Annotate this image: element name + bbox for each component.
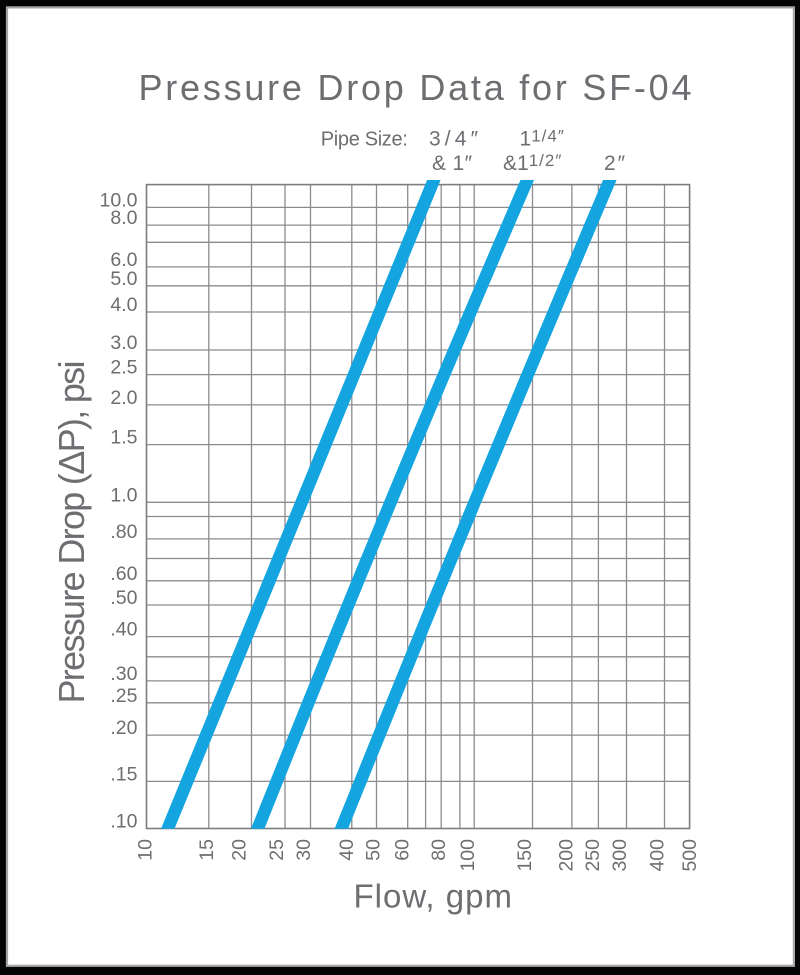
svg-text:3/4″: 3/4″: [429, 128, 479, 151]
svg-text:1.0: 1.0: [110, 484, 137, 506]
svg-text:Pressure Drop Data for SF-04: Pressure Drop Data for SF-04: [139, 67, 692, 108]
svg-text:20: 20: [229, 839, 251, 861]
svg-text:200: 200: [556, 839, 578, 872]
svg-text:400: 400: [646, 839, 668, 872]
svg-text:15: 15: [196, 839, 218, 861]
svg-text:.10: .10: [110, 811, 137, 833]
svg-text:& 1″: & 1″: [432, 152, 473, 175]
svg-text:.40: .40: [110, 619, 137, 641]
svg-text:2.0: 2.0: [110, 387, 137, 409]
svg-text:.80: .80: [110, 521, 137, 543]
svg-text:2.5: 2.5: [110, 357, 137, 379]
svg-text:80: 80: [428, 839, 450, 861]
svg-text:8.0: 8.0: [110, 207, 137, 229]
svg-text:500: 500: [679, 839, 701, 872]
svg-text:250: 250: [582, 839, 604, 872]
svg-text:10: 10: [135, 839, 157, 861]
svg-text:.15: .15: [110, 763, 137, 785]
svg-text:30: 30: [293, 839, 315, 861]
svg-text:40: 40: [336, 839, 358, 861]
svg-text:4.0: 4.0: [110, 294, 137, 316]
svg-text:3.0: 3.0: [110, 332, 137, 354]
svg-text:Pressure Drop (ΔP), psi: Pressure Drop (ΔP), psi: [51, 361, 92, 704]
svg-text:.20: .20: [110, 717, 137, 739]
svg-text:Pipe Size:: Pipe Size:: [321, 129, 408, 151]
svg-text:50: 50: [362, 839, 384, 861]
svg-text:150: 150: [514, 839, 536, 872]
svg-text:.50: .50: [110, 587, 137, 609]
svg-text:1.5: 1.5: [110, 427, 137, 449]
svg-text:.30: .30: [110, 663, 137, 685]
svg-text:.60: .60: [110, 563, 137, 585]
svg-text:Flow, gpm: Flow, gpm: [354, 877, 513, 914]
svg-text:300: 300: [609, 839, 631, 872]
svg-text:5.0: 5.0: [110, 268, 137, 290]
svg-text:10.0: 10.0: [100, 189, 138, 211]
svg-text:25: 25: [266, 839, 288, 861]
svg-text:.25: .25: [110, 685, 137, 707]
svg-text:6.0: 6.0: [110, 249, 137, 271]
svg-text:100: 100: [457, 839, 479, 872]
svg-text:60: 60: [391, 839, 413, 861]
svg-text:2″: 2″: [604, 152, 626, 175]
